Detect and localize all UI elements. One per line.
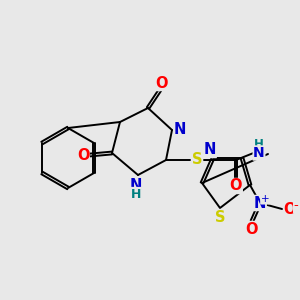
Text: N: N [130,178,142,193]
Text: H: H [254,139,264,152]
Text: O: O [284,202,296,217]
Text: N: N [204,142,216,158]
Text: S: S [215,209,225,224]
Text: O: O [230,178,242,194]
Text: O: O [77,148,89,163]
Text: N: N [254,196,266,211]
Text: O: O [246,221,258,236]
Text: N: N [253,146,265,160]
Text: +: + [261,194,269,204]
Text: O: O [156,76,168,91]
Text: -: - [294,200,298,212]
Text: H: H [131,188,141,200]
Text: N: N [174,122,186,137]
Text: S: S [192,152,202,167]
